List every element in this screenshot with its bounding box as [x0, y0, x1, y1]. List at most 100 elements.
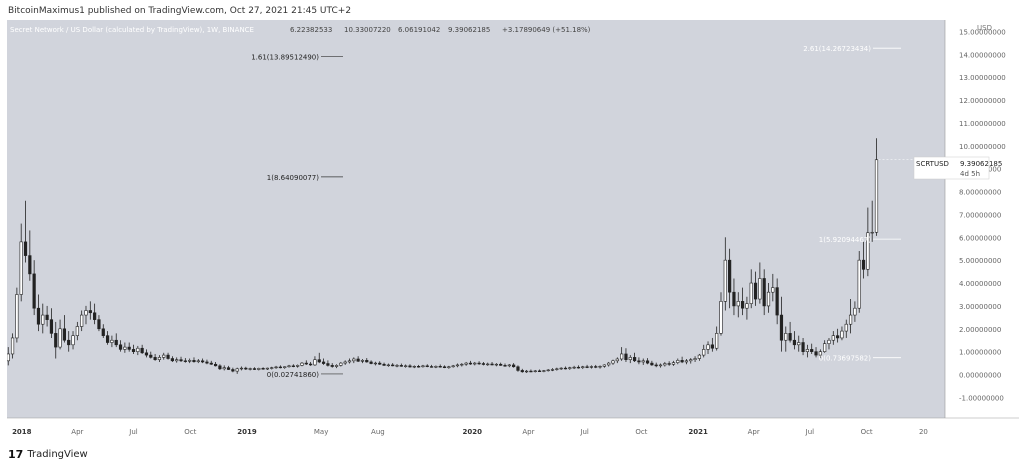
candle-body — [196, 360, 200, 363]
publish-info: BitcoinMaximus1 published on TradingView… — [8, 6, 352, 16]
candle-body — [326, 363, 330, 366]
x-tick-label: 2019 — [237, 428, 257, 436]
candle-body — [248, 368, 252, 370]
chart-area: Secret Network / US Dollar (calculated b… — [6, 20, 1019, 438]
candle-body — [848, 314, 853, 325]
candle-body — [309, 363, 313, 366]
candle-body — [75, 326, 79, 336]
y-axis-unit: USD — [977, 24, 992, 32]
tradingview-logo-icon: 17 — [8, 448, 24, 461]
candle-body — [278, 366, 282, 369]
candlestick-series — [6, 138, 879, 374]
candle-body — [412, 366, 416, 368]
footer-brand[interactable]: 17 TradingView — [8, 448, 88, 461]
candle-body — [175, 359, 179, 362]
y-tick-label: 14.00000000 — [959, 51, 1006, 59]
candle-body — [45, 314, 49, 320]
candle-body — [507, 364, 511, 367]
candle-body — [334, 365, 339, 367]
candle-body — [438, 366, 442, 368]
y-axis: 15.00000000 14.00000000 13.00000000 12.0000… — [959, 28, 1006, 402]
fib-label-right: 2.61(14.26723434) — [803, 45, 871, 53]
candle-body — [447, 366, 451, 368]
candle-body — [101, 328, 105, 336]
candle-body — [637, 360, 641, 363]
candle-body — [41, 314, 45, 325]
candle-body — [632, 357, 637, 362]
candle-body — [719, 301, 723, 334]
candle-body — [715, 333, 719, 349]
price-value: 9.39062185 — [960, 160, 1002, 168]
y-tick-label: 10.00000000 — [959, 143, 1006, 151]
y-tick-label: 2.00000000 — [959, 326, 1001, 334]
candle-body — [861, 259, 866, 270]
candle-body — [481, 363, 486, 365]
y-tick-label: 11.00000000 — [959, 120, 1006, 128]
candle-body — [797, 342, 801, 346]
candle-body — [598, 366, 602, 368]
candle-body — [628, 357, 632, 360]
candle-body — [563, 367, 568, 370]
candle-body — [857, 259, 861, 309]
candle-body — [697, 354, 701, 359]
candle-body — [792, 339, 797, 346]
candle-body — [205, 361, 209, 364]
candle-body — [360, 360, 365, 362]
candle-body — [624, 353, 628, 360]
candle-body — [6, 353, 10, 362]
candle-body — [287, 365, 291, 368]
fib-label-right: 0(0.73697582) — [819, 355, 871, 363]
candle-body — [270, 367, 274, 369]
x-tick-label: May — [314, 428, 328, 436]
candle-body — [823, 343, 827, 352]
candle-body — [213, 363, 218, 367]
candle-body — [533, 370, 537, 372]
fib-label-right: 1(5.92094467) — [819, 236, 871, 244]
candle-body — [494, 363, 498, 366]
ohlc-change: +3.17890649 (+51.18%) — [502, 26, 591, 34]
candle-body — [257, 368, 261, 370]
price-chart[interactable]: Secret Network / US Dollar (calculated b… — [6, 20, 1019, 438]
x-tick-label: Aug — [371, 428, 385, 436]
candle-body — [831, 335, 835, 341]
candle-body — [36, 307, 41, 325]
y-tick-label: 3.00000000 — [959, 303, 1001, 311]
price-label-box — [913, 156, 990, 180]
x-tick-label: Apr — [748, 428, 760, 436]
candle-body — [300, 362, 304, 366]
candle-body — [810, 349, 814, 352]
candle-body — [779, 314, 784, 341]
candle-body — [866, 232, 870, 270]
candle-body — [157, 357, 162, 360]
candle-body — [766, 291, 771, 307]
candle-body — [658, 364, 663, 367]
ohlc-close: 9.39062185 — [448, 26, 490, 34]
candle-body — [499, 363, 503, 366]
candle-body — [226, 367, 231, 370]
candle-body — [559, 367, 563, 370]
candle-body — [706, 344, 710, 350]
candle-body — [732, 291, 736, 307]
candle-body — [840, 330, 844, 339]
y-tick-label: 12.00000000 — [959, 97, 1006, 105]
candle-body — [442, 366, 447, 368]
candle-body — [330, 365, 334, 367]
plot-background — [7, 20, 945, 418]
last-price-label: SCRTUSD 9.39062185 4d 5h — [913, 156, 1002, 180]
candle-body — [434, 366, 438, 368]
candle-body — [589, 366, 593, 368]
candle-body — [239, 367, 244, 370]
candle-body — [369, 361, 373, 364]
x-tick-label: 2021 — [688, 428, 708, 436]
candle-body — [542, 370, 546, 372]
symbol-title: Secret Network / US Dollar (calculated b… — [10, 26, 254, 34]
candle-body — [745, 303, 749, 309]
candle-body — [429, 366, 434, 368]
candle-body — [650, 362, 654, 366]
candle-body — [477, 362, 481, 365]
candle-body — [166, 354, 170, 359]
candle-body — [123, 346, 127, 350]
x-tick-label: Apr — [71, 428, 83, 436]
symbol-info-line: Secret Network / US Dollar (calculated b… — [10, 26, 591, 34]
y-tick-label: 4.00000000 — [959, 280, 1001, 288]
